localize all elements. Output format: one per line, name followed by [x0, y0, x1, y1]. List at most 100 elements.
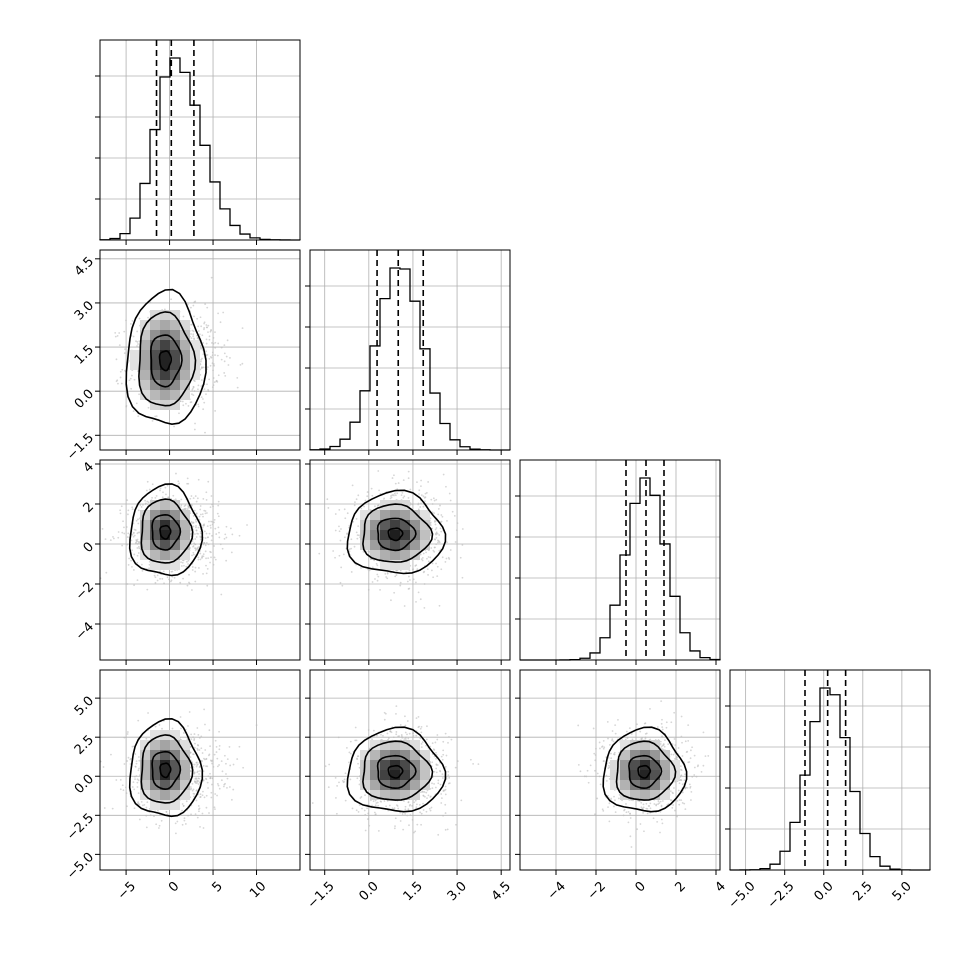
density-cell [170, 560, 180, 570]
scatter-panel-2-3: −4 −2 0 2 4 [515, 669, 729, 903]
sample-point [435, 531, 438, 534]
sample-point [349, 740, 352, 743]
sample-point [441, 797, 443, 800]
sample-point [399, 581, 402, 584]
sample-point [218, 787, 221, 790]
sample-point [399, 811, 401, 814]
sample-point [180, 498, 183, 501]
density-cell [150, 380, 160, 390]
sample-point [154, 496, 157, 499]
sample-point [135, 402, 138, 405]
density-cell [390, 770, 400, 780]
sample-point [441, 556, 444, 559]
sample-point [339, 581, 342, 584]
sample-point [426, 568, 429, 571]
sample-point [210, 760, 213, 763]
sample-point [197, 780, 200, 782]
density-cell [190, 340, 200, 350]
sample-point [117, 531, 120, 533]
sample-point [426, 797, 428, 799]
sample-point [241, 362, 244, 365]
sample-point [204, 758, 206, 761]
sample-point [418, 489, 421, 492]
sample-point [181, 823, 184, 826]
sample-point [131, 745, 134, 748]
sample-point [133, 584, 135, 587]
sample-point [377, 575, 380, 578]
density-cell [390, 510, 400, 520]
sample-point [191, 566, 194, 568]
sample-point [199, 558, 202, 561]
sample-point [383, 800, 386, 802]
sample-point [242, 766, 245, 769]
sample-point [423, 791, 426, 793]
sample-point [422, 809, 425, 811]
sample-point [171, 727, 174, 730]
sample-point [223, 360, 226, 363]
density-cell [160, 500, 170, 510]
sample-point [444, 785, 447, 788]
sample-point [391, 807, 394, 810]
sample-point [202, 515, 204, 518]
sample-point [340, 528, 342, 530]
sample-point [396, 488, 399, 491]
sample-point [207, 775, 210, 778]
sample-point [145, 737, 148, 740]
sample-point [145, 489, 148, 492]
sample-point [429, 517, 432, 520]
sample-point [224, 533, 227, 536]
sample-point [355, 531, 358, 534]
x-tick-label: 2.5 [851, 879, 876, 904]
density-cell [420, 530, 430, 540]
sample-point [197, 388, 199, 391]
sample-point [192, 545, 194, 548]
density-cell [160, 740, 170, 750]
sample-point [334, 529, 337, 532]
density-cell [410, 750, 420, 760]
density-cell [150, 730, 160, 740]
sample-point [420, 823, 422, 826]
sample-point [422, 505, 425, 508]
sample-point [203, 541, 206, 544]
sample-point [203, 327, 206, 329]
density-cell [380, 560, 390, 570]
density-cell [180, 550, 190, 560]
sample-point [174, 498, 177, 501]
sample-point [189, 746, 192, 748]
sample-point [407, 477, 410, 480]
sample-point [187, 814, 189, 817]
sample-point [137, 545, 140, 548]
sample-point [135, 762, 138, 765]
sample-point [203, 401, 206, 404]
sample-point [202, 555, 205, 558]
contour-level-0 [128, 483, 204, 577]
sample-point [216, 380, 219, 383]
sample-point [255, 724, 258, 726]
sample-point [137, 719, 140, 722]
sample-point [198, 807, 201, 810]
sample-point [199, 552, 202, 555]
sample-point [230, 551, 233, 554]
panel-frame [309, 669, 511, 871]
sample-point [204, 723, 206, 726]
density-cell [410, 760, 420, 770]
sample-point [136, 561, 139, 564]
x-tick-label: 0.0 [357, 879, 382, 904]
sample-point [130, 559, 132, 562]
density-cell [420, 520, 430, 530]
density-cell [390, 520, 400, 530]
density-cell [180, 370, 190, 380]
sample-point [366, 495, 369, 498]
sample-point [157, 809, 159, 812]
density-cell [170, 760, 180, 770]
sample-point [214, 808, 216, 811]
sample-point [446, 519, 448, 522]
sample-point [138, 393, 141, 396]
sample-point [154, 581, 157, 584]
contour-level-1 [140, 734, 194, 804]
sample-point [132, 781, 135, 784]
sample-point [159, 570, 161, 573]
sample-point [119, 512, 122, 515]
density-cell [370, 770, 380, 780]
